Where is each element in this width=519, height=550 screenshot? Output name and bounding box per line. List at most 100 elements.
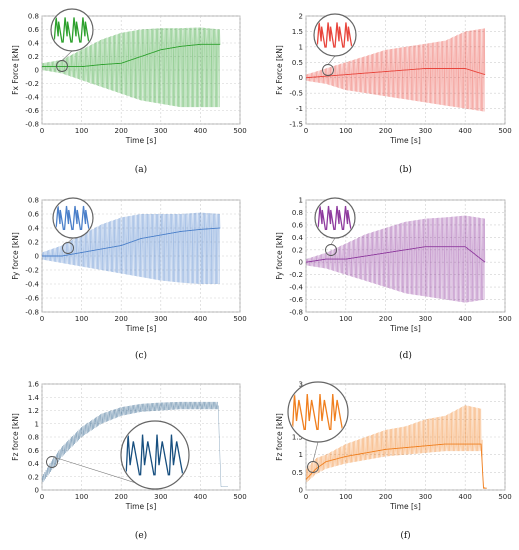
y-tick-label: 0	[35, 67, 39, 75]
zoom-connector	[67, 237, 74, 243]
x-tick-label: 0	[304, 493, 308, 501]
y-tick-label: 0.4	[292, 234, 304, 242]
chart-panel-2: 21.510.50-0.5-1-1.50 100 200 300 400 500Time …	[275, 13, 512, 176]
y-tick-label: 1.2	[28, 407, 39, 415]
x-tick-label: 100	[75, 127, 88, 135]
x-tick-label: 200	[115, 315, 128, 323]
x-tick-label: 300	[419, 127, 432, 135]
zoom-inset-signal	[53, 17, 90, 43]
series-line	[306, 215, 486, 303]
y-tick-label: 0	[299, 74, 303, 82]
y-tick-label: 0.6	[28, 447, 40, 455]
chart-panel-4: 10.80.60.40.20-0.2-0.4-0.6-0.80 100 200 300…	[275, 197, 512, 362]
y-tick-label: 0.2	[28, 53, 39, 61]
y-tick-label: -0.2	[25, 80, 39, 88]
y-tick-label: 0.6	[292, 221, 304, 229]
x-tick-label: 500	[498, 315, 511, 323]
x-tick-label: 200	[379, 493, 392, 501]
y-tick-label: -0.4	[25, 281, 39, 289]
series-mean-line	[306, 68, 486, 79]
y-tick-label: 0.4	[28, 460, 40, 468]
x-tick-label: 200	[379, 315, 392, 323]
y-tick-label: 0.6	[28, 211, 40, 219]
y-tick-label: 0	[299, 259, 303, 267]
y-tick-label: 0.8	[28, 13, 39, 21]
y-tick-label: 0.2	[292, 246, 303, 254]
x-tick-label: 300	[419, 315, 432, 323]
x-tick-label: 100	[339, 127, 352, 135]
zoom-inset-signal	[317, 205, 352, 231]
x-tick-label: 0	[40, 493, 44, 501]
y-tick-label: 0.5	[292, 469, 303, 477]
x-axis-label: Time [s]	[389, 502, 421, 511]
y-tick-label: 1.5	[292, 434, 303, 442]
chart-panel-1: 0.80.60.40.20-0.2-0.4-0.6-0.80 100 200 300 4…	[11, 8, 247, 175]
y-tick-label: 0	[299, 487, 303, 495]
subfigure-label: (d)	[399, 350, 412, 361]
x-tick-label: 100	[75, 315, 88, 323]
x-tick-label: 0	[304, 315, 308, 323]
x-tick-label: 500	[498, 127, 511, 135]
x-tick-label: 300	[154, 127, 167, 135]
x-axis-label: Time [s]	[389, 324, 421, 333]
x-axis-label: Time [s]	[389, 136, 421, 145]
y-tick-label: -0.2	[25, 267, 39, 275]
x-tick-label: 0	[40, 315, 44, 323]
x-tick-label: 200	[379, 127, 392, 135]
x-tick-label: 500	[498, 493, 511, 501]
chart-panel-3: 0.80.60.40.20-0.2-0.4-0.6-0.80 100 200 300 4…	[11, 197, 247, 362]
y-tick-label: 0.8	[292, 209, 303, 217]
subfigure-label: (e)	[135, 530, 147, 541]
y-tick-label: -0.8	[25, 121, 39, 129]
y-tick-label: 1.6	[28, 381, 40, 389]
x-tick-label: 100	[339, 315, 352, 323]
zoom-inset-signal	[291, 393, 344, 431]
y-tick-label: -0.5	[289, 90, 303, 98]
subfigure-label: (b)	[399, 164, 412, 175]
chart-panel-5: 1.6 1.4 1.2 1 0.8 0.6 0.4 0.2 00 100 200 300 400 500 T…	[11, 381, 247, 542]
zoom-connector	[312, 441, 319, 462]
y-axis-label: Fx Force [kN]	[275, 45, 284, 95]
series-mean-line	[306, 443, 487, 489]
x-tick-label: 300	[419, 493, 432, 501]
y-tick-label: 0.5	[292, 59, 303, 67]
series-mean-line	[42, 227, 221, 257]
y-tick-label: 1	[35, 420, 39, 428]
zoom-connector	[327, 55, 336, 65]
zoom-inset-signal	[316, 22, 353, 48]
subfigure-label: (c)	[135, 350, 147, 361]
y-tick-label: -0.4	[25, 94, 39, 102]
y-axis-label: Fz force [kN]	[275, 413, 284, 461]
y-axis-label: Fy force [kN]	[275, 232, 284, 280]
x-tick-label: 400	[194, 127, 207, 135]
y-tick-label: -0.8	[25, 309, 39, 317]
zoom-inset-signal	[55, 205, 90, 231]
zoom-connector	[61, 50, 73, 61]
y-tick-label: 0.8	[28, 434, 39, 442]
y-tick-label: 0.4	[28, 225, 40, 233]
x-tick-label: 400	[459, 315, 472, 323]
series-line	[42, 212, 221, 285]
x-axis-label: Time [s]	[125, 502, 157, 511]
y-tick-label: 3	[299, 381, 303, 389]
subfigure-label: (f)	[400, 530, 410, 541]
y-tick-label: -0.6	[25, 107, 39, 115]
y-tick-label: -0.4	[289, 284, 303, 292]
y-tick-label: -0.2	[289, 271, 303, 279]
y-tick-label: 1	[299, 43, 303, 51]
x-tick-label: 400	[194, 315, 207, 323]
x-tick-label: 500	[233, 127, 246, 135]
series-mean-line	[306, 246, 486, 263]
x-tick-label: 0	[40, 127, 44, 135]
y-tick-label: -1	[296, 105, 303, 113]
x-axis-label: Time [s]	[125, 324, 157, 333]
x-tick-label: 500	[233, 315, 246, 323]
y-tick-label: -1.5	[289, 121, 303, 129]
x-tick-label: 400	[459, 127, 472, 135]
y-tick-label: -0.6	[25, 295, 39, 303]
y-tick-label: -0.6	[289, 296, 303, 304]
x-tick-label: 100	[75, 493, 88, 501]
y-tick-label: 0.6	[28, 26, 40, 34]
x-tick-label: 200	[115, 493, 128, 501]
